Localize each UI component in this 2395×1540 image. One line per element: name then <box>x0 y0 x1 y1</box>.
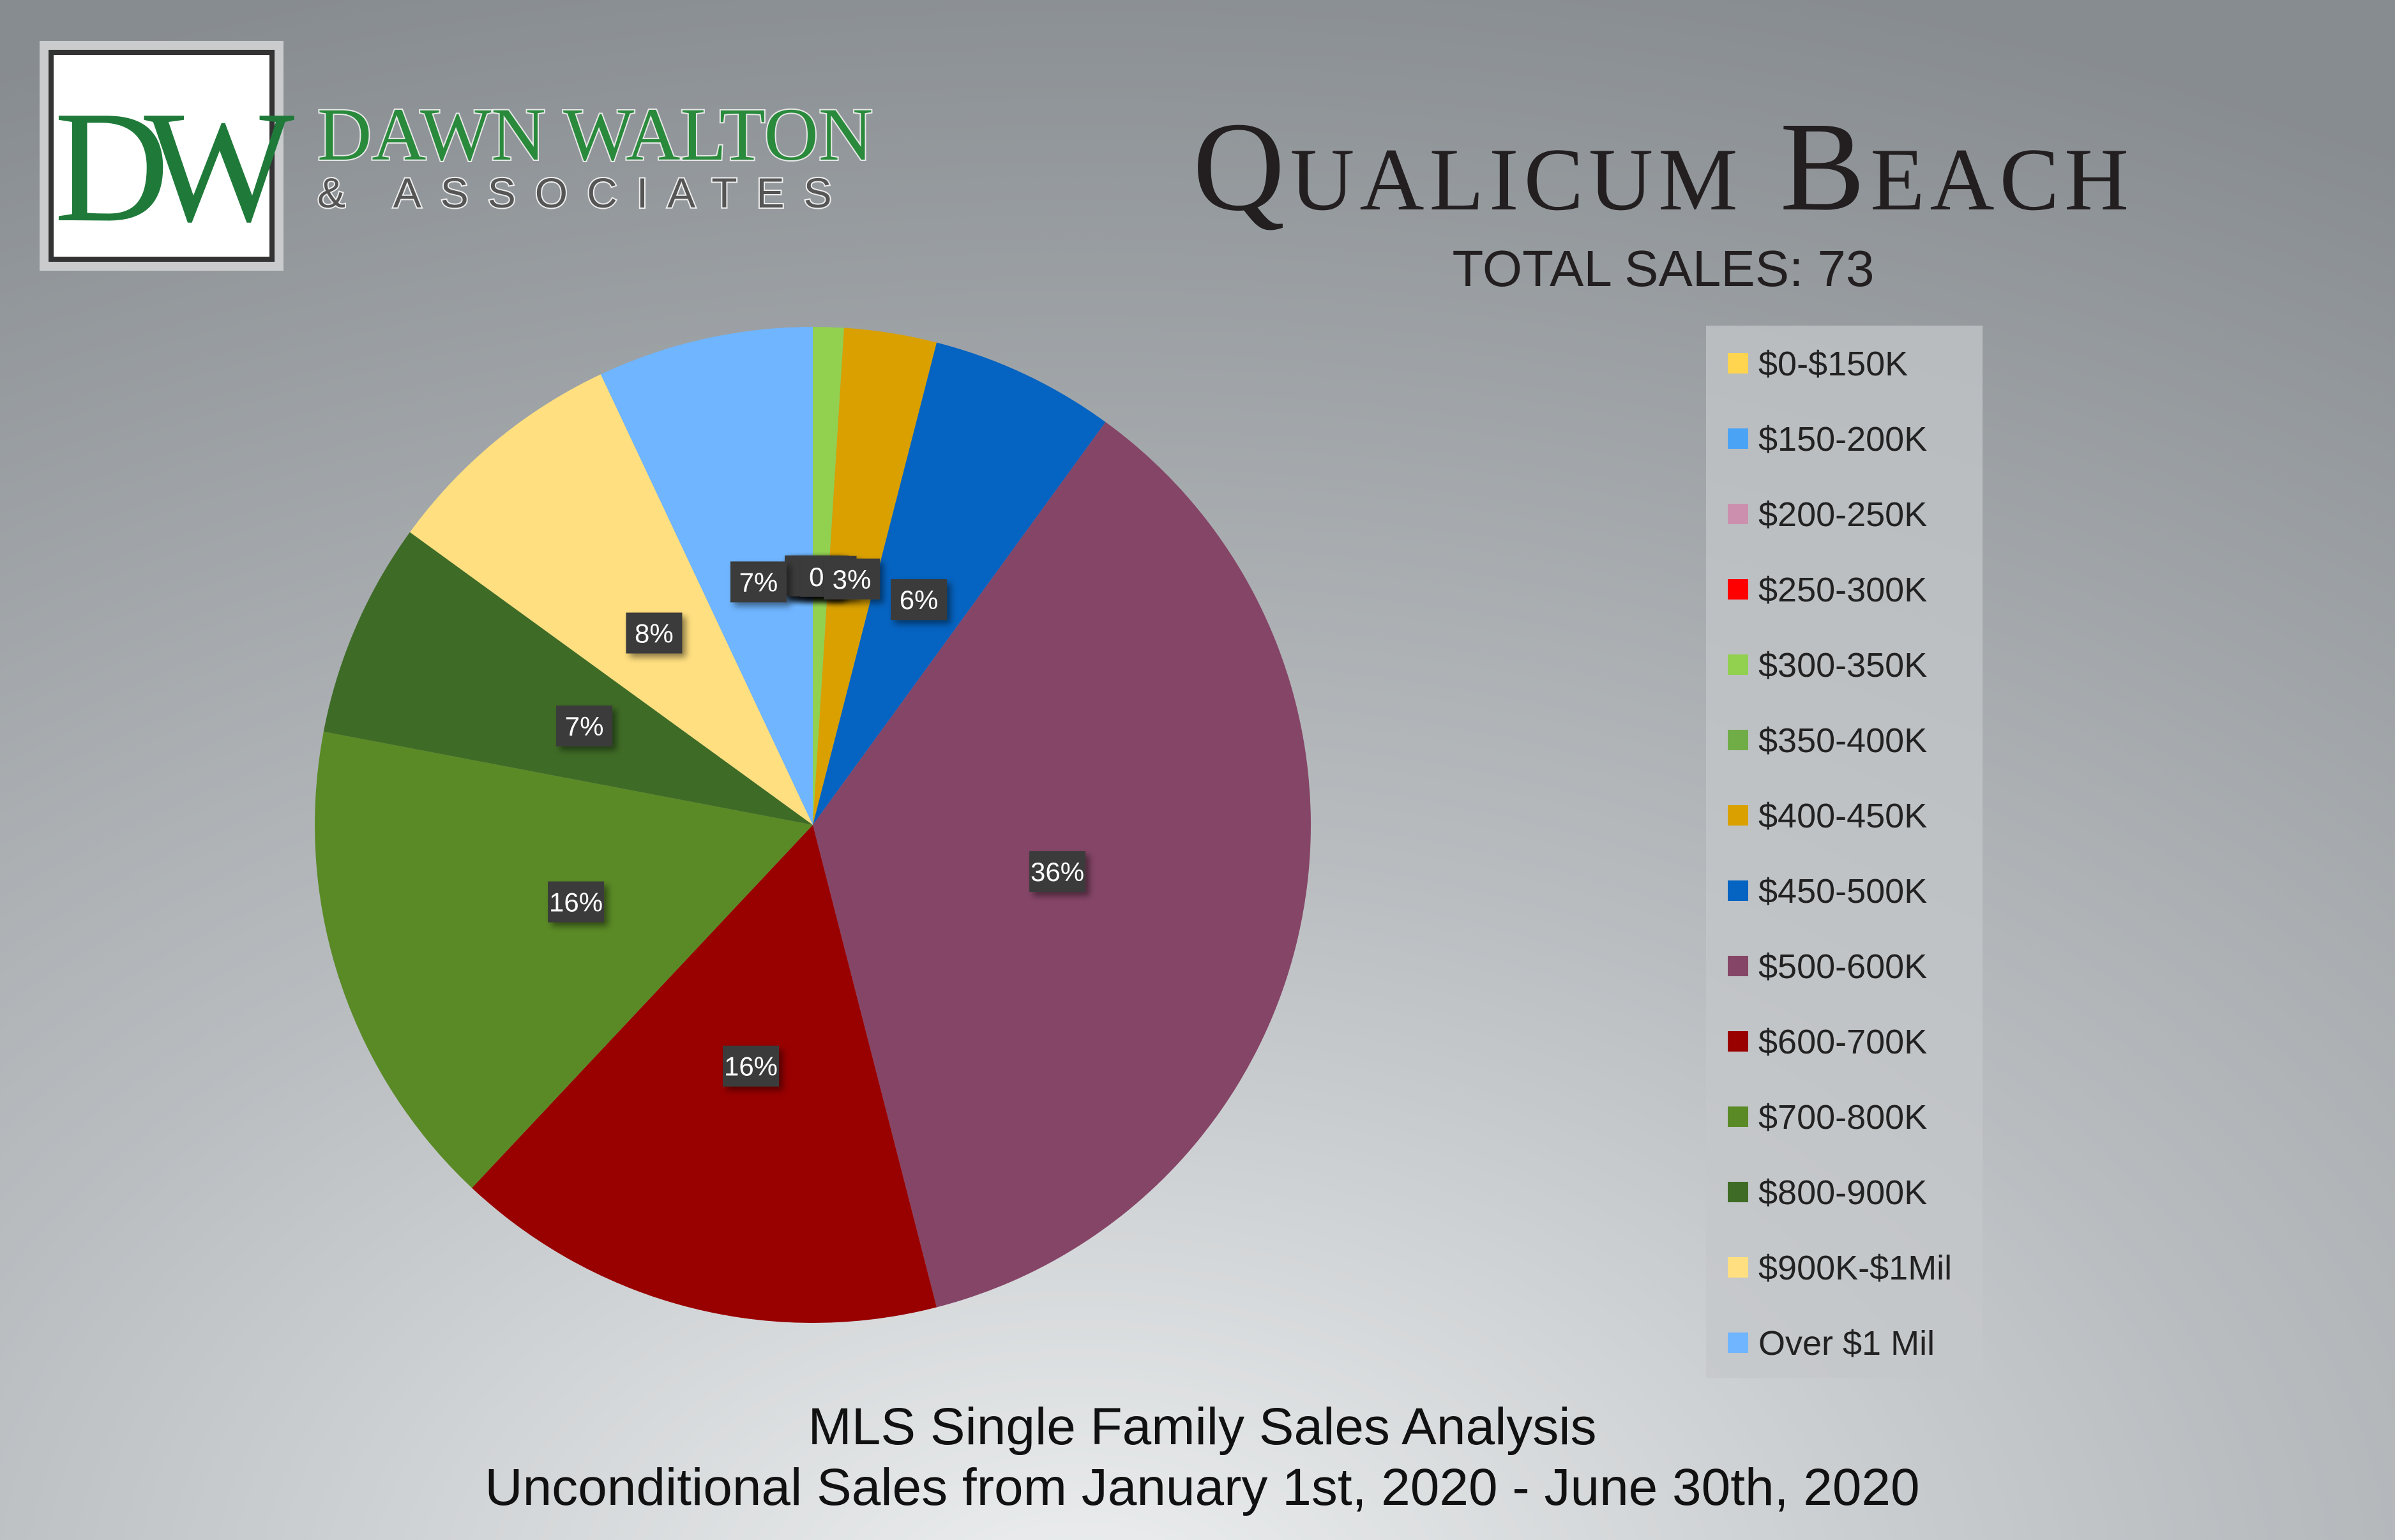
legend-label: $150-200K <box>1758 420 1927 458</box>
legend-label: $500-600K <box>1758 947 1927 986</box>
legend-label: Over $1 Mil <box>1758 1324 1935 1363</box>
chart-title: Qualicum Beach <box>1193 96 2134 238</box>
data-label-box <box>548 881 605 923</box>
legend-swatch <box>1728 654 1748 675</box>
pie-slice <box>472 825 937 1323</box>
pie-slice <box>315 731 813 1188</box>
legend-label: $450-500K <box>1758 872 1927 910</box>
pie-slice <box>813 342 1106 825</box>
caption: MLS Single Family Sales Analysis <box>808 1398 1596 1456</box>
legend-label: $400-450K <box>1758 797 1927 835</box>
logo-box <box>49 50 275 262</box>
data-label: 7% <box>739 567 778 597</box>
pie-slice <box>409 374 813 825</box>
legend-label: $800-900K <box>1758 1174 1927 1212</box>
legend-swatch <box>1728 579 1748 600</box>
data-label-box <box>730 561 787 603</box>
data-label-box <box>723 1045 780 1087</box>
data-label: 36% <box>1031 857 1084 887</box>
legend-swatch <box>1728 353 1748 374</box>
legend-swatch <box>1728 730 1748 750</box>
data-label: 16% <box>549 887 603 917</box>
legend-swatch <box>1728 956 1748 976</box>
legend-swatch <box>1728 428 1748 449</box>
data-label: 7% <box>565 711 604 741</box>
data-label-box <box>824 558 880 600</box>
data-label: 8% <box>635 618 674 648</box>
legend-label: $350-400K <box>1758 721 1927 760</box>
legend-swatch <box>1728 805 1748 826</box>
data-label-box <box>891 579 948 621</box>
legend-swatch <box>1728 1332 1748 1353</box>
legend-label: $600-700K <box>1758 1023 1927 1061</box>
legend-swatch <box>1728 504 1748 524</box>
data-label-box <box>556 706 613 747</box>
chart-subtitle: TOTAL SALES: 73 <box>1452 240 1874 297</box>
data-label: 3% <box>833 564 872 594</box>
legend-label: $300-350K <box>1758 646 1927 684</box>
legend-label: $700-800K <box>1758 1098 1927 1136</box>
legend-swatch <box>1728 1031 1748 1052</box>
legend-label: $0-$150K <box>1758 345 1908 383</box>
data-label-box <box>626 612 683 654</box>
legend-swatch <box>1728 1257 1748 1278</box>
legend-box <box>1706 326 1983 1378</box>
legend-swatch <box>1728 880 1748 901</box>
data-label: 16% <box>724 1052 778 1082</box>
legend-label: $250-300K <box>1758 571 1927 609</box>
caption: Unconditional Sales from January 1st, 20… <box>485 1458 1919 1516</box>
pie-slice <box>600 327 813 825</box>
data-label-box <box>1029 851 1086 893</box>
legend-label: $900K-$1Mil <box>1758 1249 1952 1287</box>
logo-tagline: & ASSOCIATES <box>317 169 851 216</box>
legend-swatch <box>1728 1182 1748 1202</box>
legend-swatch <box>1728 1106 1748 1127</box>
logo-name: DAWN WALTON <box>317 93 873 176</box>
legend-label: $200-250K <box>1758 495 1927 534</box>
pie-slice <box>323 532 813 825</box>
data-label: 6% <box>900 585 939 615</box>
logo-initials: DW <box>54 79 295 255</box>
